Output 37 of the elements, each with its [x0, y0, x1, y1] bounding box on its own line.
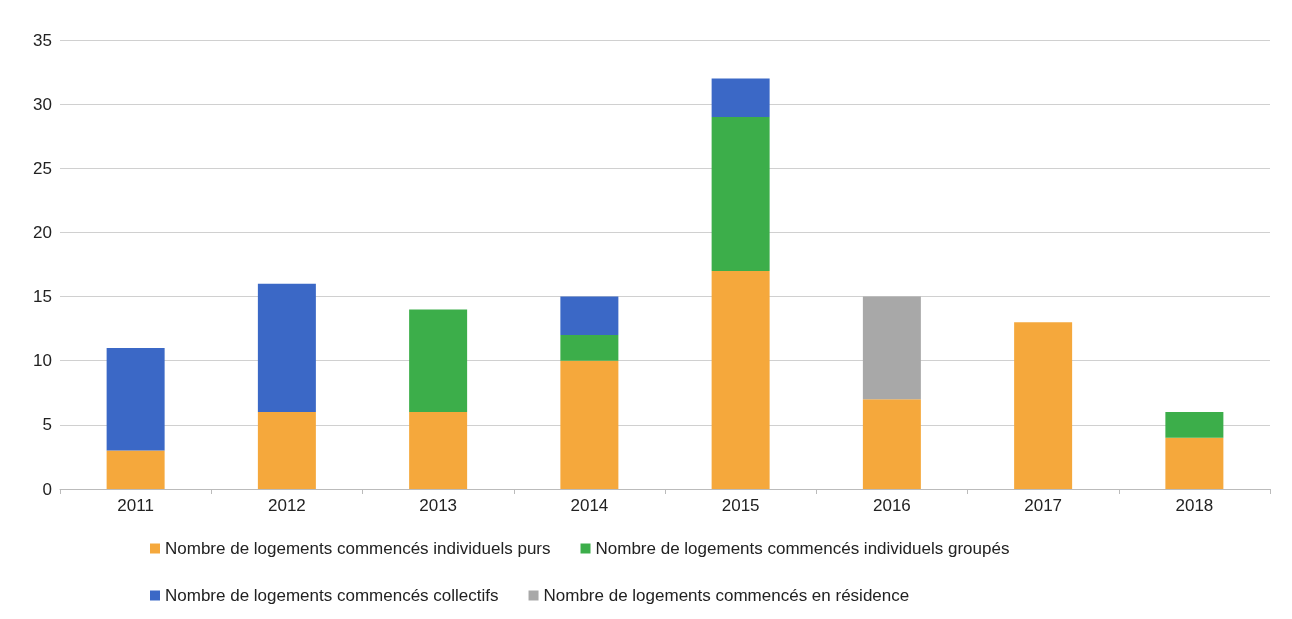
x-tick-label: 2011: [117, 496, 154, 515]
legend-label: Nombre de logements commencés collectifs: [165, 586, 499, 605]
bar: [409, 412, 468, 489]
legend-label: Nombre de logements commencés individuels groupés: [595, 539, 1010, 558]
y-tick-label: 10: [33, 351, 52, 371]
x-tick-label: 2012: [267, 496, 306, 515]
bar: [711, 116, 770, 271]
x-tick-label: 2016: [872, 496, 911, 515]
y-tick-label: 0: [42, 479, 52, 499]
y-tick-label: 20: [33, 222, 52, 242]
bar: [560, 335, 619, 361]
bar: [711, 78, 770, 117]
bar: [106, 347, 165, 451]
x-tick-label: 2015: [721, 496, 760, 515]
bar: [106, 450, 165, 489]
x-tick-label: 2017: [1024, 496, 1063, 515]
bar: [1014, 322, 1073, 489]
bar: [1165, 437, 1224, 489]
x-tick-label: 2018: [1175, 496, 1214, 515]
y-tick-label: 15: [33, 287, 52, 307]
bar: [560, 296, 619, 336]
legend-label: Nombre de logements commencés en résidence: [543, 586, 910, 605]
bar: [257, 412, 316, 489]
bar: [257, 283, 316, 413]
bar: [862, 296, 921, 400]
y-tick-label: 30: [33, 94, 52, 114]
y-tick-label: 25: [33, 158, 52, 178]
bar: [560, 360, 619, 489]
bar: [862, 399, 921, 489]
x-tick-label: 2014: [570, 496, 609, 515]
bar: [711, 270, 770, 489]
bar: [1165, 412, 1224, 438]
legend-label: Nombre de logements commencés individuels purs: [165, 539, 551, 558]
x-tick-label: 2013: [419, 496, 458, 515]
y-tick-label: 35: [33, 30, 52, 50]
bar: [409, 309, 468, 413]
y-tick-label: 5: [42, 415, 52, 435]
